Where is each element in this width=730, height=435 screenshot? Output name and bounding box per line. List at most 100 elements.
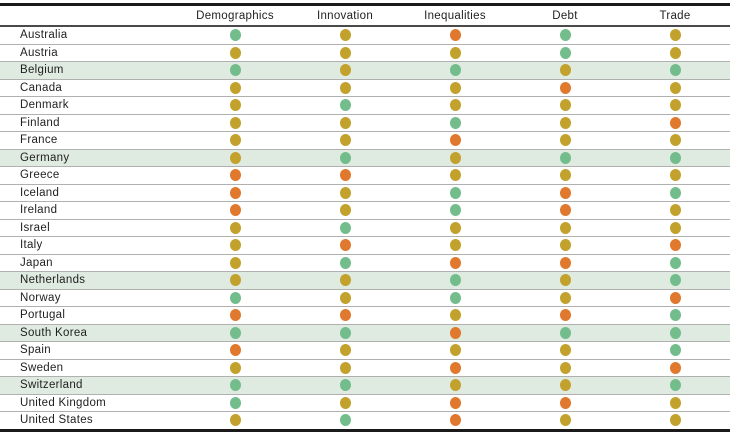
indicator-cell xyxy=(620,254,730,272)
country-label: Norway xyxy=(20,291,61,304)
country-label: United Kingdom xyxy=(20,396,107,409)
green-status-dot xyxy=(229,396,241,409)
indicator-cell xyxy=(620,237,730,255)
indicator-cell xyxy=(400,62,510,80)
country-label: Denmark xyxy=(20,99,69,112)
table-row: Portugal xyxy=(0,307,730,325)
indicator-cell xyxy=(180,307,290,325)
yellow-status-dot xyxy=(229,239,241,252)
green-status-dot xyxy=(559,29,571,42)
green-status-dot xyxy=(449,274,461,287)
indicator-cell xyxy=(510,359,620,377)
yellow-status-dot xyxy=(339,64,351,77)
green-status-dot xyxy=(339,221,351,234)
yellow-status-dot xyxy=(449,46,461,59)
table-row: Ireland xyxy=(0,202,730,220)
country-label: Sweden xyxy=(20,361,64,374)
indicator-cell xyxy=(180,62,290,80)
header-row: Demographics Innovation Inequalities Debt Tr… xyxy=(0,4,730,26)
green-status-dot xyxy=(449,204,461,217)
yellow-status-dot xyxy=(229,134,241,147)
indicator-cell xyxy=(510,114,620,132)
indicator-cell xyxy=(620,184,730,202)
green-status-dot xyxy=(559,151,571,164)
table-row: Belgium xyxy=(0,61,730,80)
table-row: Netherlands xyxy=(0,271,730,290)
yellow-status-dot xyxy=(229,99,241,112)
indicator-cell xyxy=(510,324,620,342)
yellow-status-dot xyxy=(669,99,681,112)
green-status-dot xyxy=(669,64,681,77)
yellow-status-dot xyxy=(669,29,681,42)
yellow-status-dot xyxy=(669,46,681,59)
indicator-cell xyxy=(510,44,620,62)
country-label: Portugal xyxy=(20,309,66,322)
yellow-status-dot xyxy=(229,116,241,129)
green-status-dot xyxy=(449,186,461,199)
yellow-status-dot xyxy=(339,274,351,287)
yellow-status-dot xyxy=(669,396,681,409)
indicator-cell xyxy=(180,377,290,395)
orange-status-dot xyxy=(669,116,681,129)
yellow-status-dot xyxy=(229,151,241,164)
country-label: France xyxy=(20,134,58,147)
yellow-status-dot xyxy=(559,169,571,182)
indicator-cell xyxy=(400,412,510,431)
indicator-cell xyxy=(400,132,510,150)
table-row: Greece xyxy=(0,167,730,185)
green-status-dot xyxy=(229,291,241,304)
indicator-cell xyxy=(620,114,730,132)
country-label: Italy xyxy=(20,239,43,252)
yellow-status-dot xyxy=(559,291,571,304)
indicator-cell xyxy=(290,394,400,412)
country-label: Germany xyxy=(20,151,70,164)
indicator-cell xyxy=(290,377,400,395)
indicator-cell xyxy=(400,167,510,185)
table-row: Austria xyxy=(0,44,730,62)
orange-status-dot xyxy=(559,186,571,199)
orange-status-dot xyxy=(229,186,241,199)
indicator-cell xyxy=(400,254,510,272)
yellow-status-dot xyxy=(229,221,241,234)
indicator-cell xyxy=(510,272,620,290)
table-row: Sweden xyxy=(0,359,730,377)
yellow-status-dot xyxy=(339,186,351,199)
yellow-status-dot xyxy=(449,239,461,252)
country-label: Australia xyxy=(20,29,68,42)
indicator-cell xyxy=(620,377,730,395)
table-row: Israel xyxy=(0,219,730,237)
indicator-cell xyxy=(290,97,400,115)
indicator-cell xyxy=(400,219,510,237)
indicator-cell xyxy=(400,79,510,97)
yellow-status-dot xyxy=(449,309,461,322)
column-header: Debt xyxy=(552,9,578,22)
indicator-cell xyxy=(290,114,400,132)
indicator-cell xyxy=(400,202,510,220)
table-row: Spain xyxy=(0,342,730,360)
green-status-dot xyxy=(669,186,681,199)
yellow-status-dot xyxy=(339,46,351,59)
indicator-cell xyxy=(510,342,620,360)
orange-status-dot xyxy=(559,256,571,269)
indicator-cell xyxy=(290,219,400,237)
country-label: Japan xyxy=(20,256,53,269)
table-row: United Kingdom xyxy=(0,394,730,412)
yellow-status-dot xyxy=(559,64,571,77)
indicator-cell xyxy=(620,79,730,97)
indicator-cell xyxy=(180,272,290,290)
orange-status-dot xyxy=(229,309,241,322)
orange-status-dot xyxy=(559,204,571,217)
indicator-cell xyxy=(180,44,290,62)
indicator-cell xyxy=(510,289,620,307)
indicator-cell xyxy=(620,26,730,44)
yellow-status-dot xyxy=(449,99,461,112)
indicator-cell xyxy=(620,289,730,307)
orange-status-dot xyxy=(229,169,241,182)
indicator-cell xyxy=(180,97,290,115)
indicator-cell xyxy=(180,167,290,185)
yellow-status-dot xyxy=(229,274,241,287)
indicator-cell xyxy=(180,79,290,97)
orange-status-dot xyxy=(449,134,461,147)
orange-status-dot xyxy=(339,239,351,252)
indicator-cell xyxy=(180,114,290,132)
